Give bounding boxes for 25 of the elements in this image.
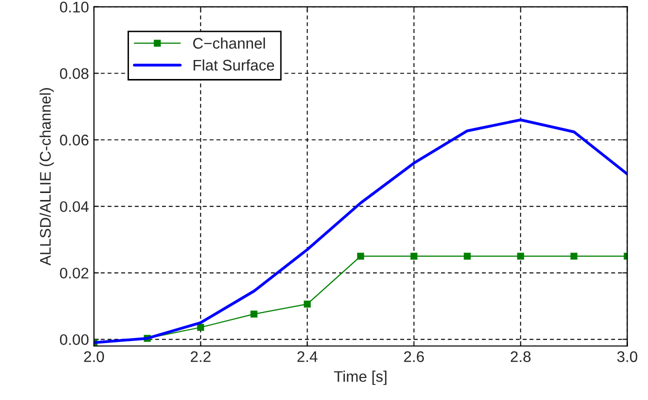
y-tick-label: 0.02 xyxy=(60,268,88,279)
y-tick-label: 0.10 xyxy=(60,2,89,12)
point xyxy=(357,252,364,260)
point xyxy=(304,300,311,308)
x-tick-label: 3.0 xyxy=(617,351,638,362)
legend-label: Flat Surface xyxy=(194,59,274,71)
line-series xyxy=(94,118,628,344)
y-tick-label: 0.00 xyxy=(60,334,89,346)
y-tick-label: 0.08 xyxy=(60,68,88,79)
point xyxy=(464,252,471,260)
point xyxy=(250,310,258,318)
x-tick-label: 2.2 xyxy=(190,351,210,362)
legend-label: C−channel xyxy=(193,38,265,49)
point xyxy=(197,324,204,331)
point xyxy=(517,252,524,260)
point xyxy=(570,252,578,260)
x-tick-label: 2.4 xyxy=(297,351,318,362)
point xyxy=(410,252,418,260)
y-axis-title: ALLSD/ALLIE (C-channel) xyxy=(40,88,54,266)
y-tick-label: 0.06 xyxy=(60,134,88,146)
x-tick-label: 2.6 xyxy=(404,351,424,362)
y-tick-label: 0.04 xyxy=(60,201,89,212)
x-tick-label: 2.0 xyxy=(84,351,104,362)
x-tick-label: 2.8 xyxy=(510,351,531,362)
x-axis-title: Time [s] xyxy=(334,370,386,385)
